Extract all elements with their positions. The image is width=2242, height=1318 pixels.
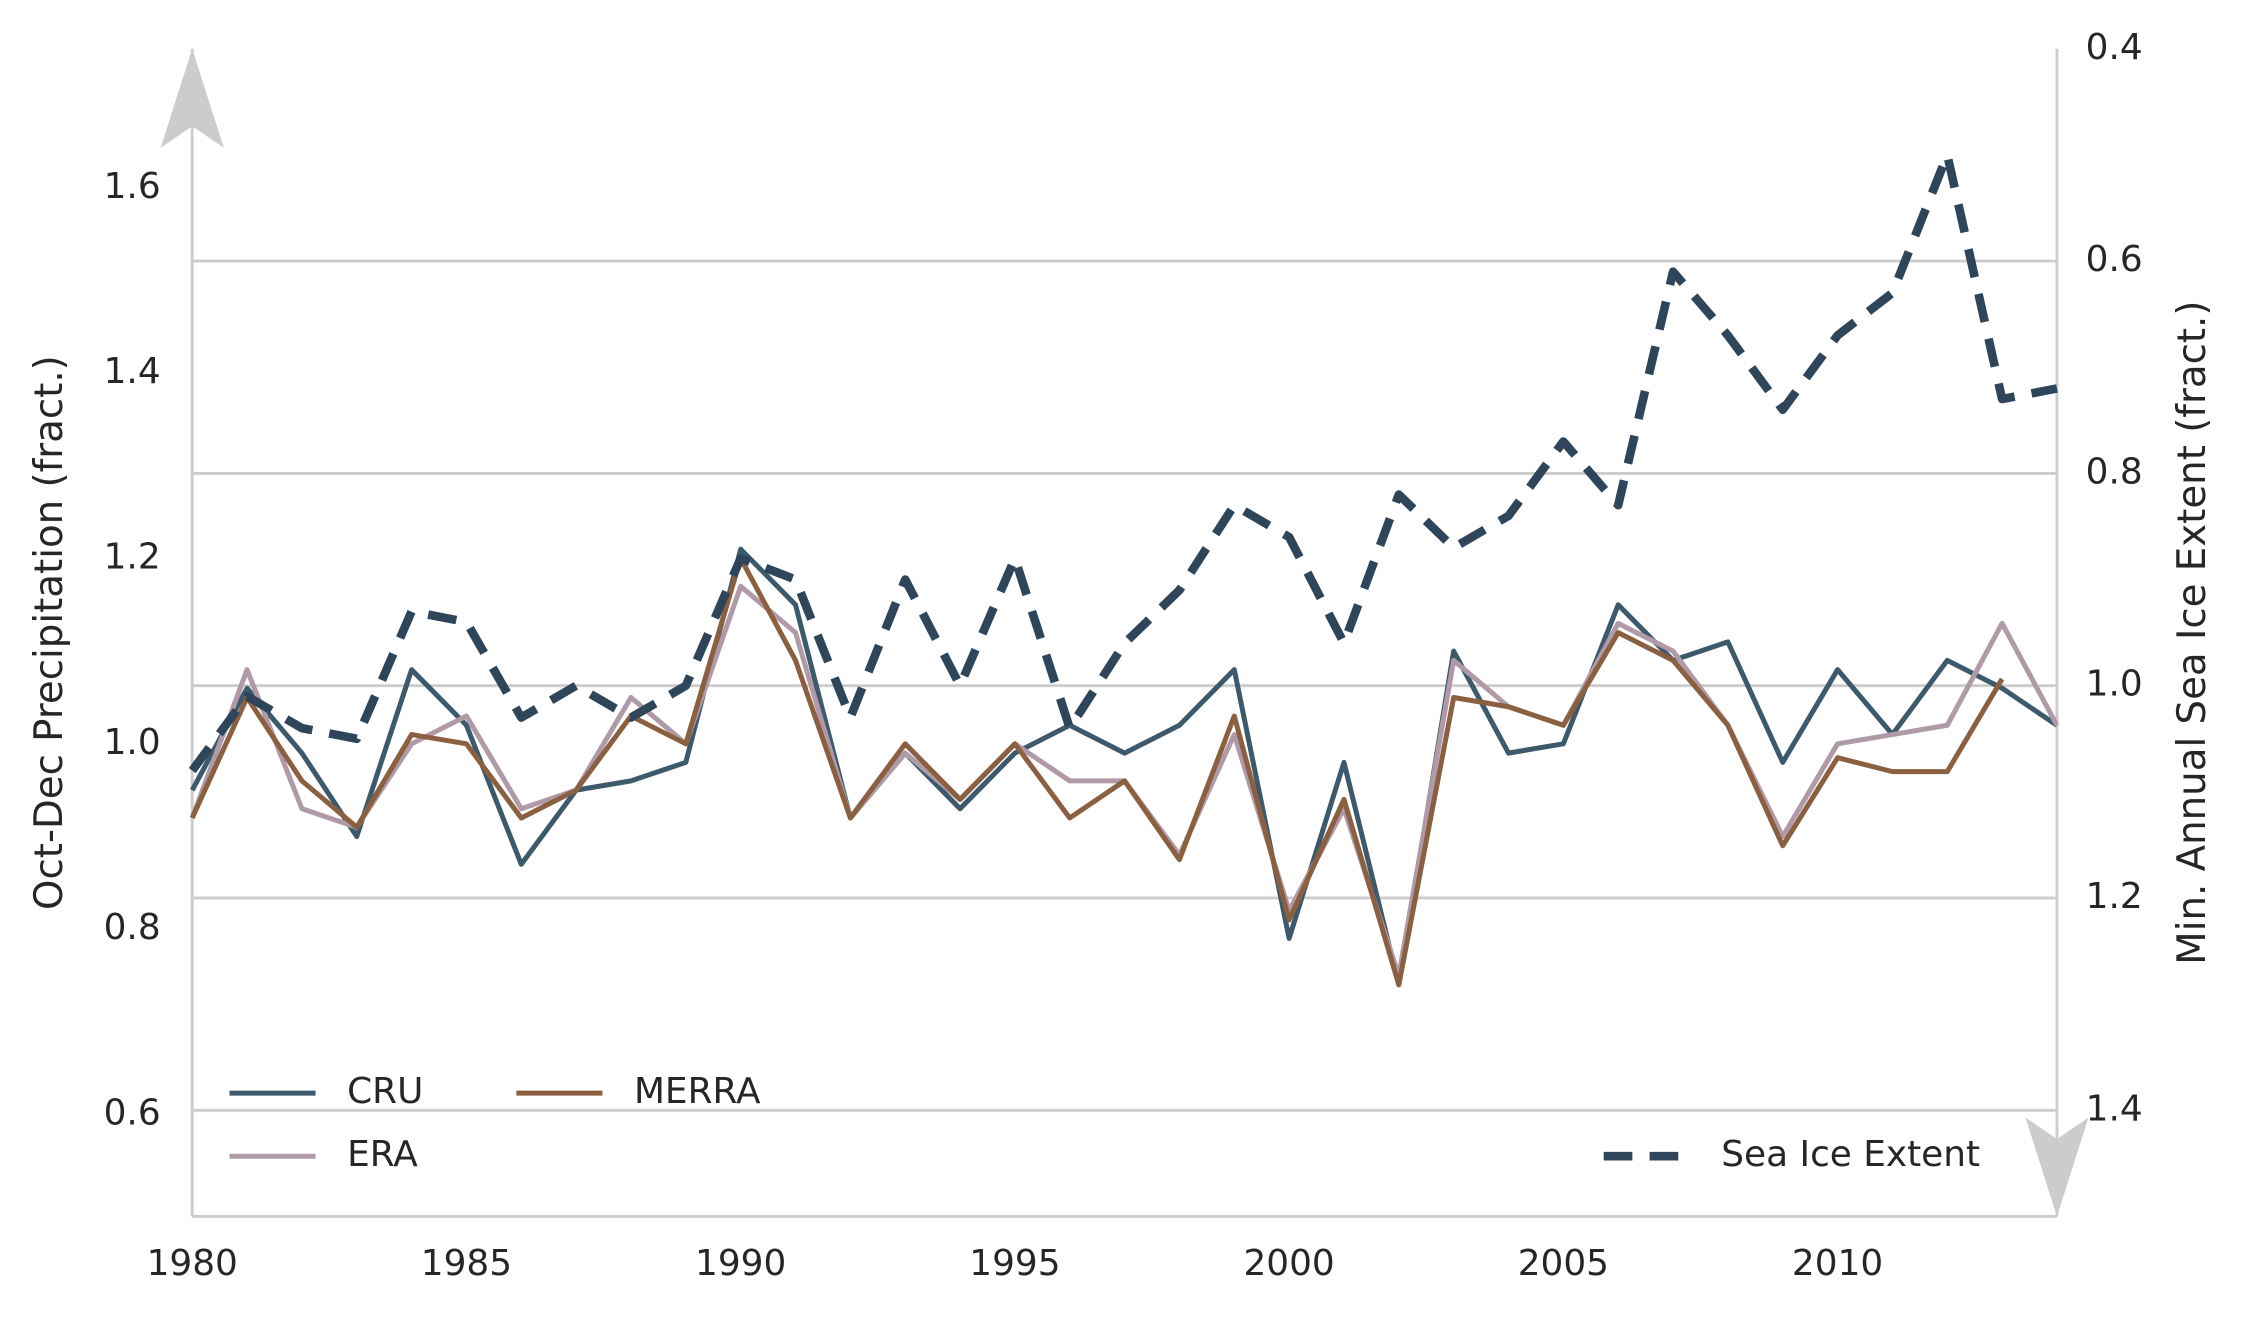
y-tick-label: 1.4 [104,351,161,392]
y2-tick-label: 0.4 [2086,27,2143,68]
y2-tick-label: 1.4 [2086,1088,2143,1129]
y-tick-label: 1.0 [104,722,161,763]
legend-label: Sea Ice Extent [1721,1134,1980,1175]
x-tick-label: 2005 [1518,1243,1609,1284]
x-tick-label: 1995 [969,1243,1060,1284]
data-line [190,546,2059,988]
y-tick-label: 1.6 [104,166,161,207]
data-line [189,555,2005,988]
y-tick-label: 0.6 [104,1093,161,1134]
legend-label: CRU [347,1071,423,1112]
y-axis-label: Oct-Dec Precipitation (fract.) [27,355,72,910]
y-tick-label: 1.2 [104,536,161,577]
x-tick-label: 2010 [1792,1243,1883,1284]
y2-tick-label: 1.0 [2086,664,2143,705]
y2-tick-label: 0.6 [2086,239,2143,280]
x-tick-label: 2000 [1243,1243,1334,1284]
x-tick-label: 1980 [147,1243,238,1284]
y2-axis-label: Min. Annual Sea Ice Extent (fract.) [2170,301,2215,965]
x-tick-label: 1985 [421,1243,512,1284]
data-line [188,150,2058,774]
x-tick-label: 1990 [695,1243,786,1284]
y-tick-label: 0.8 [104,907,161,948]
legend-label: MERRA [634,1071,761,1112]
y2-tick-label: 0.8 [2086,451,2143,492]
y2-tick-label: 1.2 [2086,876,2143,917]
legend-label: ERA [347,1134,418,1175]
